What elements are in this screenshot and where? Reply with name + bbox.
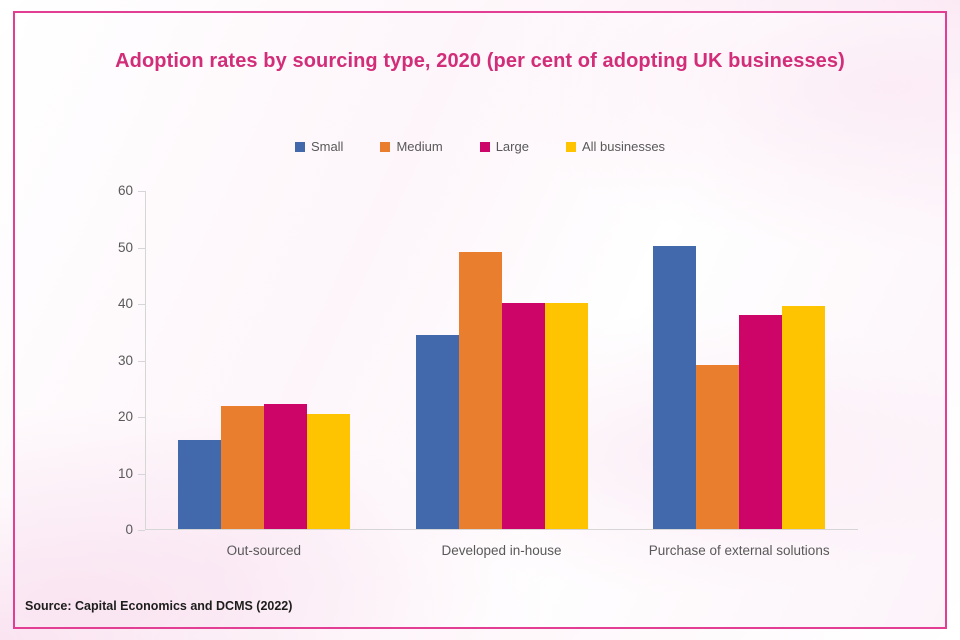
x-axis-label-developed-in-house: Developed in-house xyxy=(441,543,562,558)
y-axis-label-10: 10 xyxy=(117,465,133,481)
bar-large-purchase-of-external-solutions xyxy=(739,315,783,529)
y-axis-tick-30 xyxy=(138,360,145,362)
bar-large-developed-in-house xyxy=(501,303,545,529)
y-axis-tick-60 xyxy=(138,191,145,192)
legend-swatch-medium xyxy=(380,141,391,152)
chart-title: Adoption rates by sourcing type, 2020 (p… xyxy=(115,50,845,72)
bar-all-businesses-developed-in-house xyxy=(544,303,588,529)
bar-all-businesses-out-sourced xyxy=(306,414,350,529)
bar-small-out-sourced xyxy=(177,440,221,529)
bar-large-out-sourced xyxy=(263,404,307,529)
y-axis-label-20: 20 xyxy=(117,409,133,424)
x-axis-line xyxy=(145,529,858,530)
bar-medium-developed-in-house xyxy=(458,252,502,529)
y-axis-line xyxy=(145,191,146,530)
legend-label-all-businesses: All businesses xyxy=(581,139,666,154)
legend-swatch-small xyxy=(294,141,305,152)
legend-item-small: Small xyxy=(294,139,344,154)
legend-item-all-businesses: All businesses xyxy=(565,139,666,154)
bar-medium-out-sourced xyxy=(220,406,264,529)
bar-small-developed-in-house xyxy=(415,335,459,529)
y-axis-tick-50 xyxy=(138,247,145,249)
legend-swatch-large xyxy=(479,141,490,152)
y-axis-label-50: 50 xyxy=(117,239,133,255)
bar-group-purchase-of-external-solutions xyxy=(653,246,826,529)
legend-label-large: Large xyxy=(495,139,529,154)
bar-all-businesses-purchase-of-external-solutions xyxy=(782,306,826,529)
legend-label-small: Small xyxy=(310,139,344,154)
legend-item-medium: Medium xyxy=(380,139,443,154)
y-axis-tick-40 xyxy=(138,304,145,305)
bar-group-developed-in-house xyxy=(415,252,588,529)
x-axis-label-out-sourced: Out-sourced xyxy=(226,543,301,558)
chart-card: Adoption rates by sourcing type, 2020 (p… xyxy=(13,11,947,629)
source-note: Source: Capital Economics and DCMS (2022… xyxy=(25,599,293,613)
bar-group-out-sourced xyxy=(177,404,350,529)
y-axis-tick-10 xyxy=(138,473,145,475)
y-axis-label-60: 60 xyxy=(117,183,133,198)
legend-label-medium: Medium xyxy=(396,139,443,154)
y-axis-tick-0 xyxy=(138,530,145,531)
y-axis-label-0: 0 xyxy=(125,522,133,537)
legend-item-large: Large xyxy=(479,139,529,154)
legend-swatch-all-businesses xyxy=(565,141,576,152)
plot-area: 0 10 20 30 40 50 60 Out-sourced Developed in-hou… xyxy=(118,184,858,558)
y-axis-tick-20 xyxy=(138,417,145,418)
x-axis-label-purchase-of-external-solutions: Purchase of external solutions xyxy=(648,543,830,558)
y-axis-label-30: 30 xyxy=(117,352,133,368)
bar-medium-purchase-of-external-solutions xyxy=(696,365,740,529)
y-axis-label-40: 40 xyxy=(117,296,133,311)
legend: Small Medium Large All businesses xyxy=(15,139,945,154)
bar-small-purchase-of-external-solutions xyxy=(653,246,697,529)
